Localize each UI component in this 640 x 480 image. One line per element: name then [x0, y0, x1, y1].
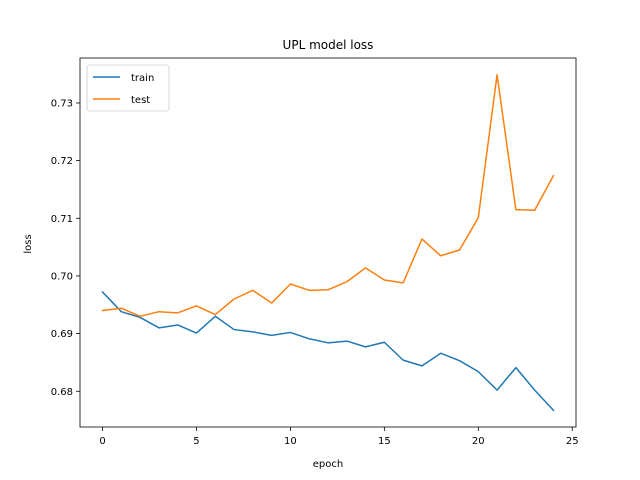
y-tick-label: 0.69: [51, 329, 73, 340]
legend-label-train: train: [131, 73, 154, 84]
legend: train test: [86, 64, 170, 112]
x-tick-label: 10: [284, 436, 297, 447]
y-tick-label: 0.68: [51, 387, 73, 398]
series-layer: [101, 73, 555, 412]
x-axis-label: epoch: [313, 459, 343, 470]
x-tick-label: 25: [566, 436, 579, 447]
axes-layer: 0 5 10 15 20 25 0.68 0.69 0.70 0.71 0.72 0.73: [51, 57, 579, 447]
legend-box: [86, 64, 170, 112]
x-tick-label: 0: [99, 436, 105, 447]
x-tick-label: 20: [472, 436, 485, 447]
chart-title: UPL model loss: [283, 38, 374, 52]
plot-frame: [79, 57, 577, 428]
y-tick-label: 0.72: [51, 156, 73, 167]
y-tick-label: 0.71: [51, 214, 73, 225]
x-tick-label: 5: [193, 436, 199, 447]
y-tick-label: 0.73: [51, 98, 73, 109]
series-line-train: [101, 291, 555, 412]
x-tick-label: 15: [378, 436, 391, 447]
y-axis-label: loss: [23, 234, 34, 253]
plot-area: [80, 58, 576, 427]
legend-label-test: test: [131, 95, 150, 106]
y-tick-label: 0.70: [51, 271, 73, 282]
series-line-test: [101, 73, 555, 318]
